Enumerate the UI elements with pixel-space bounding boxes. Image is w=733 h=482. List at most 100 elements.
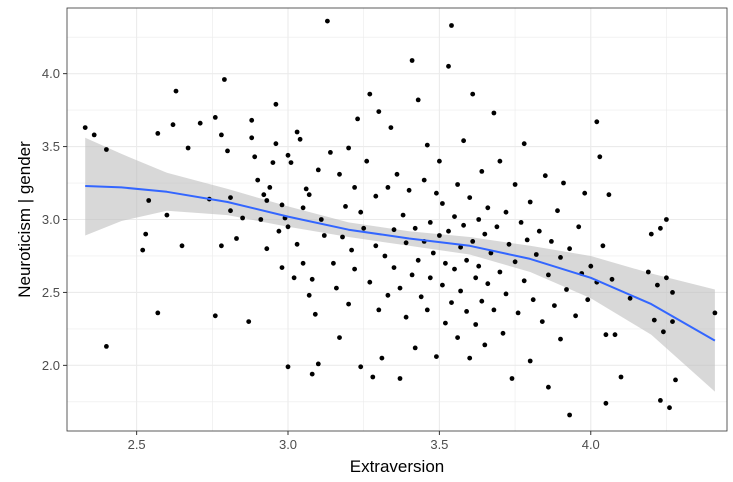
data-point bbox=[285, 152, 291, 158]
data-point bbox=[670, 290, 675, 295]
data-point bbox=[285, 364, 291, 370]
data-point bbox=[667, 405, 672, 411]
data-point bbox=[564, 287, 569, 292]
data-point bbox=[303, 186, 309, 192]
data-point bbox=[252, 154, 258, 160]
data-point bbox=[470, 91, 476, 97]
data-point bbox=[655, 282, 660, 288]
data-point bbox=[443, 320, 448, 326]
data-point bbox=[140, 247, 146, 253]
data-point bbox=[527, 199, 533, 205]
data-point bbox=[512, 182, 518, 187]
data-point bbox=[530, 297, 536, 303]
data-point bbox=[315, 361, 321, 367]
data-point bbox=[234, 236, 239, 241]
data-point bbox=[394, 171, 400, 177]
data-point bbox=[648, 231, 654, 237]
confidence-ribbon bbox=[85, 137, 715, 392]
data-point bbox=[612, 332, 618, 338]
data-point bbox=[306, 192, 312, 198]
data-point bbox=[255, 177, 261, 183]
data-point bbox=[473, 275, 479, 281]
data-point bbox=[609, 276, 615, 282]
data-point bbox=[558, 336, 563, 342]
data-point bbox=[549, 239, 554, 244]
data-point bbox=[434, 190, 439, 196]
data-point bbox=[270, 160, 276, 166]
data-point bbox=[491, 307, 497, 313]
data-point bbox=[546, 272, 551, 278]
data-point bbox=[385, 185, 391, 190]
data-point bbox=[458, 288, 463, 294]
data-point bbox=[521, 141, 527, 147]
data-point bbox=[491, 110, 497, 116]
data-point bbox=[533, 252, 539, 257]
data-point bbox=[397, 376, 403, 381]
data-point bbox=[306, 292, 312, 298]
data-point bbox=[488, 250, 494, 256]
x-tick-label: 2.5 bbox=[128, 437, 146, 452]
data-point bbox=[449, 23, 454, 28]
data-point bbox=[376, 307, 382, 313]
data-point bbox=[627, 295, 633, 301]
data-point bbox=[415, 257, 421, 263]
data-point bbox=[437, 233, 442, 238]
data-point bbox=[240, 215, 246, 221]
data-point bbox=[446, 63, 451, 69]
y-tick-label: 3.0 bbox=[42, 212, 60, 227]
x-tick-label: 3.0 bbox=[279, 437, 297, 452]
data-point bbox=[555, 208, 560, 214]
data-point bbox=[212, 313, 218, 319]
data-point bbox=[258, 217, 264, 222]
data-point bbox=[352, 185, 357, 190]
data-point bbox=[518, 220, 524, 225]
data-point bbox=[382, 253, 388, 259]
data-point bbox=[264, 198, 270, 203]
data-point bbox=[409, 58, 415, 63]
data-point bbox=[476, 217, 482, 222]
data-point bbox=[664, 275, 669, 281]
data-point bbox=[500, 330, 506, 336]
data-point bbox=[509, 376, 515, 381]
data-point bbox=[470, 239, 476, 244]
data-point bbox=[658, 398, 663, 403]
data-point bbox=[337, 335, 342, 340]
data-point bbox=[552, 303, 557, 308]
data-point bbox=[406, 187, 412, 193]
data-point bbox=[346, 301, 351, 307]
data-point bbox=[576, 224, 582, 230]
data-point bbox=[418, 294, 424, 300]
data-point bbox=[403, 314, 409, 320]
major-gridlines bbox=[67, 8, 727, 431]
data-point bbox=[276, 228, 282, 234]
data-point bbox=[155, 131, 161, 136]
data-point bbox=[185, 145, 191, 151]
data-point bbox=[358, 209, 364, 215]
smooth-trend-line bbox=[85, 185, 716, 342]
data-point bbox=[334, 285, 339, 291]
data-point bbox=[542, 173, 548, 179]
data-point bbox=[340, 234, 345, 240]
data-point bbox=[603, 400, 609, 406]
data-point bbox=[373, 243, 379, 249]
data-point bbox=[664, 217, 669, 222]
data-point bbox=[455, 335, 460, 340]
data-point bbox=[273, 141, 279, 147]
data-point bbox=[440, 201, 445, 206]
data-point bbox=[449, 300, 454, 305]
data-point bbox=[427, 220, 433, 225]
data-point bbox=[315, 167, 321, 173]
data-point bbox=[146, 198, 152, 203]
data-point bbox=[485, 205, 491, 211]
data-point bbox=[219, 243, 224, 249]
data-point bbox=[673, 377, 678, 383]
data-point bbox=[573, 313, 578, 319]
data-point bbox=[712, 310, 718, 316]
data-point bbox=[479, 298, 485, 304]
data-point bbox=[421, 177, 427, 183]
data-point bbox=[331, 260, 336, 266]
data-point bbox=[430, 250, 436, 256]
data-point bbox=[464, 257, 469, 263]
data-point bbox=[267, 185, 273, 190]
data-point bbox=[373, 193, 379, 199]
